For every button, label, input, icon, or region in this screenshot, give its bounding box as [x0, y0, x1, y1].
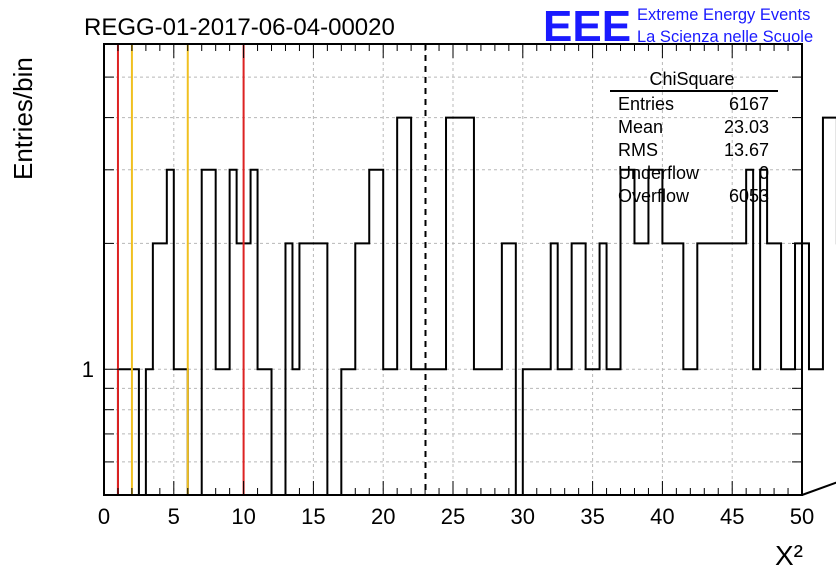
y-tick-label: 1 [82, 357, 94, 382]
x-tick-label: 40 [650, 504, 674, 529]
x-tick-label: 20 [371, 504, 395, 529]
stats-label-entries: Entries [618, 94, 674, 114]
chart-title: REGG-01-2017-06-04-00020 [84, 14, 395, 41]
stats-label-underflow: Underflow [618, 163, 700, 183]
stats-value-rms: 13.67 [724, 140, 769, 160]
grid [104, 44, 802, 495]
x-axis-label: X² [775, 540, 803, 571]
stats-value-overflow: 6053 [729, 186, 769, 206]
x-tick-label: 30 [511, 504, 535, 529]
axes: 0 5 10 15 20 25 30 35 40 45 50 1 [82, 43, 814, 529]
x-tick-label: 35 [580, 504, 604, 529]
x-tick-label: 15 [301, 504, 325, 529]
stats-box: ChiSquare Entries 6167 Mean 23.03 RMS 13… [610, 69, 778, 206]
stats-value-underflow: 0 [759, 163, 769, 183]
x-tick-label: 45 [720, 504, 744, 529]
logo-mark: EEE [543, 2, 631, 51]
stats-value-entries: 6167 [729, 94, 769, 114]
logo-line2: La Scienza nelle Scuole [637, 28, 813, 46]
vertical-markers [116, 44, 427, 495]
stats-title: ChiSquare [649, 69, 734, 89]
x-tick-label: 50 [790, 504, 814, 529]
stats-label-overflow: Overflow [618, 186, 690, 206]
histogram [104, 116, 836, 496]
logo-line1: Extreme Energy Events [637, 6, 810, 24]
y-axis-label: Entries/bin [8, 57, 38, 180]
stats-label-mean: Mean [618, 117, 663, 137]
x-tick-label: 25 [441, 504, 465, 529]
histogram-outline [104, 116, 836, 496]
stats-value-mean: 23.03 [724, 117, 769, 137]
x-tick-label: 10 [231, 504, 255, 529]
eee-logo: EEE Extreme Energy Events La Scienza nel… [543, 2, 813, 51]
x-tick-label: 5 [168, 504, 180, 529]
stats-label-rms: RMS [618, 140, 658, 160]
x-tick-label: 0 [98, 504, 110, 529]
